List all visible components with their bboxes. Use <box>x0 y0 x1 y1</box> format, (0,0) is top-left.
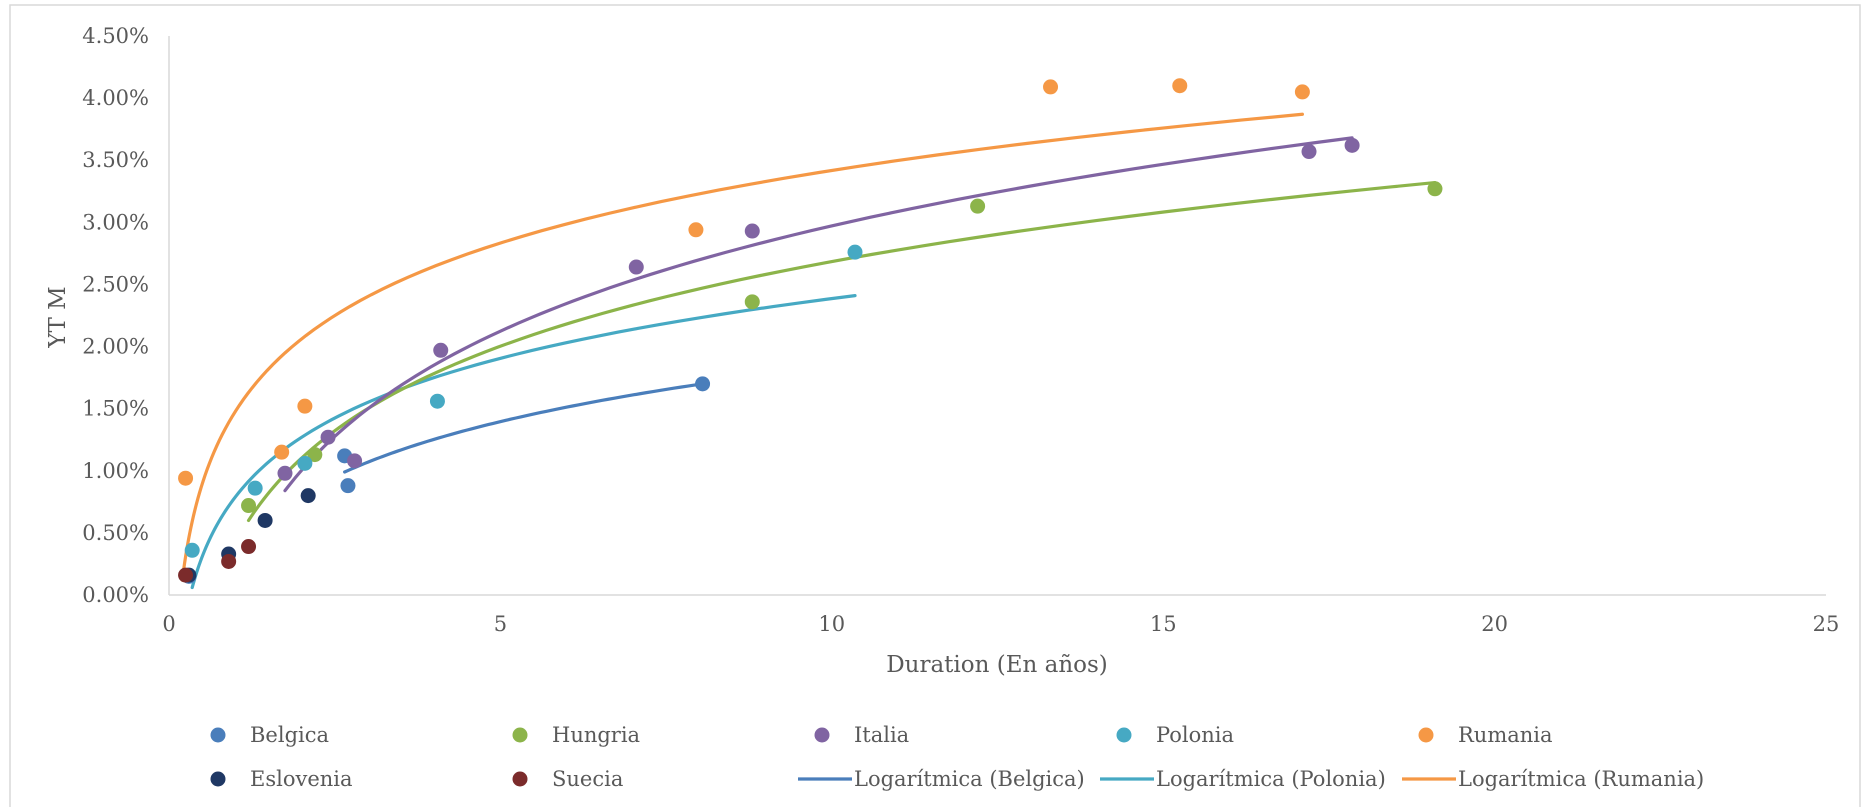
point-polonia <box>297 455 313 471</box>
point-italia <box>628 259 644 275</box>
x-tick-label: 10 <box>818 612 845 636</box>
legend-label: Hungria <box>552 723 640 747</box>
x-tick-label: 15 <box>1150 612 1177 636</box>
point-italia <box>1301 144 1317 160</box>
point-hungria <box>307 447 323 463</box>
legend-label: Rumania <box>1458 723 1553 747</box>
point-rumania <box>297 398 313 414</box>
point-hungria <box>744 294 760 310</box>
point-polonia <box>184 542 200 558</box>
y-tick-label: 4.00% <box>82 86 149 110</box>
legend-marker <box>210 771 226 787</box>
legend-marker <box>512 727 528 743</box>
point-eslovenia <box>257 512 273 528</box>
point-suecia <box>241 539 257 555</box>
legend-label: Suecia <box>552 767 623 791</box>
legend-label: Eslovenia <box>250 767 353 791</box>
point-rumania <box>274 444 290 460</box>
trendline-1 <box>190 294 857 590</box>
point-hungria <box>970 198 986 214</box>
legend: Belgica Hungria Italia Polonia Rumania Eslove… <box>210 723 1704 791</box>
x-tick-label: 0 <box>162 612 175 636</box>
y-tick-label: 4.50% <box>82 24 149 48</box>
legend-label: Logarítmica (Polonia) <box>1156 767 1386 791</box>
point-italia <box>1344 137 1360 153</box>
point-belgica <box>695 376 711 392</box>
point-suecia <box>221 553 237 569</box>
y-tick-label: 2.50% <box>82 272 149 296</box>
point-rumania <box>688 222 704 238</box>
point-italia <box>744 223 760 239</box>
trendlines-group <box>180 112 1437 590</box>
trendline-4 <box>283 136 1354 493</box>
y-tick-label: 1.50% <box>82 397 149 421</box>
y-tick-label: 0.00% <box>82 583 149 607</box>
point-hungria <box>1427 181 1443 197</box>
point-italia <box>347 453 363 469</box>
point-polonia <box>847 244 863 260</box>
y-axis-title: YT M <box>45 286 71 348</box>
x-tick-label: 5 <box>494 612 507 636</box>
tick-labels-group: 0.00% 0.50% 1.00% 1.50% 2.00% 2.50% 3.00% 3.50%… <box>82 24 1839 636</box>
point-polonia <box>429 393 445 409</box>
point-belgica <box>340 478 356 494</box>
legend-label: Italia <box>854 723 909 747</box>
trendline-2 <box>180 112 1304 582</box>
y-tick-label: 2.00% <box>82 335 149 359</box>
y-tick-label: 3.50% <box>82 148 149 172</box>
point-italia <box>433 342 449 358</box>
legend-marker <box>1116 727 1132 743</box>
point-italia <box>277 465 293 481</box>
chart-border <box>9 4 1861 811</box>
point-polonia <box>247 480 263 496</box>
trendline-0 <box>343 382 705 474</box>
point-hungria <box>241 498 257 514</box>
legend-marker <box>1418 727 1434 743</box>
y-tick-label: 3.00% <box>82 210 149 234</box>
legend-marker <box>512 771 528 787</box>
legend-label: Belgica <box>250 723 329 747</box>
legend-marker <box>814 727 830 743</box>
point-rumania <box>1172 78 1188 94</box>
point-eslovenia <box>300 488 316 504</box>
point-rumania <box>1294 84 1310 100</box>
trendline-3 <box>246 180 1437 523</box>
legend-label: Logarítmica (Belgica) <box>854 767 1085 791</box>
legend-label: Logarítmica (Rumania) <box>1458 767 1704 791</box>
point-rumania <box>178 470 194 486</box>
x-axis-title: Duration (En años) <box>886 652 1108 678</box>
axes-group <box>168 36 1826 596</box>
legend-label: Polonia <box>1156 723 1234 747</box>
point-italia <box>320 429 336 445</box>
points-group <box>178 78 1443 584</box>
point-rumania <box>1043 79 1059 95</box>
x-tick-label: 25 <box>1813 612 1840 636</box>
y-tick-label: 0.50% <box>82 521 149 545</box>
y-tick-label: 1.00% <box>82 459 149 483</box>
point-suecia <box>178 567 194 583</box>
x-tick-label: 20 <box>1481 612 1508 636</box>
legend-marker <box>210 727 226 743</box>
